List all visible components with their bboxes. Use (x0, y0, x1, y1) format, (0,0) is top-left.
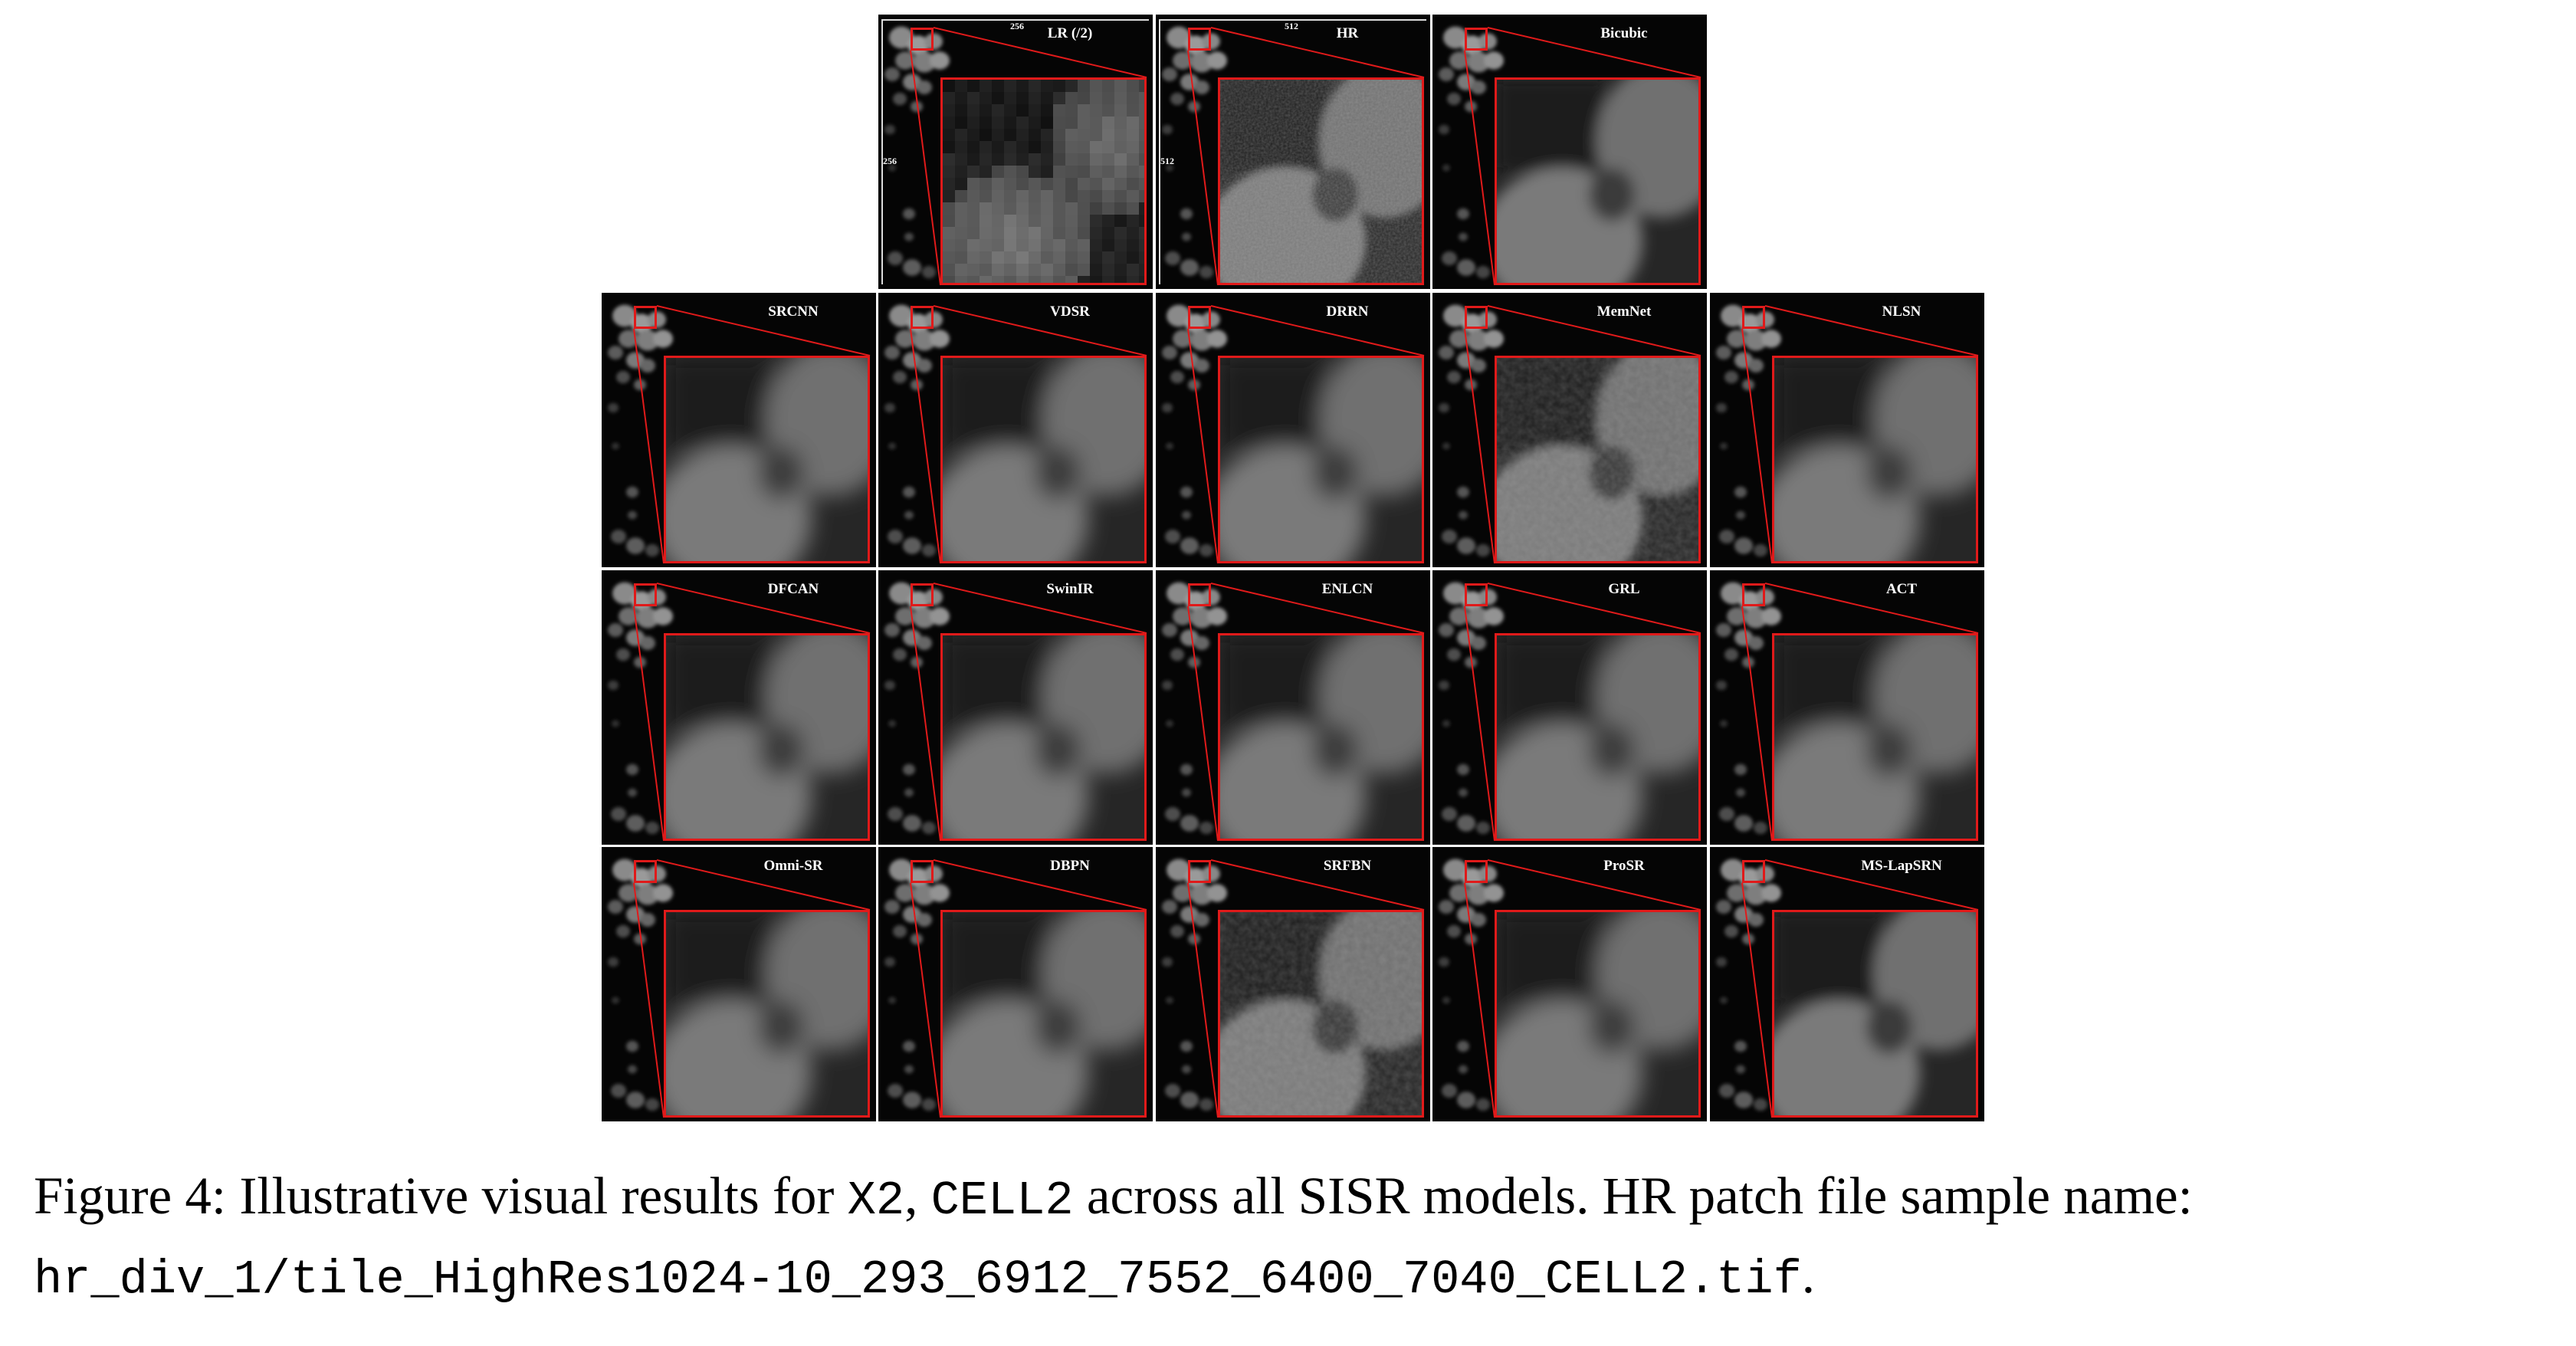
zoom-inset (1495, 910, 1701, 1118)
height-arrow (1159, 19, 1160, 284)
zoom-inset (940, 356, 1147, 563)
model-label: VDSR (1050, 304, 1090, 320)
roi-box (911, 28, 934, 51)
result-tile: DRRN (1156, 293, 1430, 567)
roi-box (911, 860, 934, 883)
model-label: ACT (1885, 581, 1918, 597)
model-label: SwinIR (1046, 581, 1094, 597)
dim-height-label: 256 (883, 156, 897, 166)
width-arrow (1160, 19, 1426, 21)
result-tile: Omni-SR (602, 847, 876, 1121)
figure-caption: Figure 4: Illustrative visual results fo… (34, 1159, 2563, 1317)
roi-box (1742, 860, 1765, 883)
zoom-inset (664, 356, 870, 563)
model-label: DFCAN (767, 581, 819, 597)
roi-box (911, 583, 934, 606)
model-label: NLSN (1882, 304, 1921, 320)
roi-box (1188, 860, 1211, 883)
model-label: LR (/2) (1047, 25, 1093, 41)
caption-prefix: Figure 4: Illustrative visual results fo… (34, 1167, 848, 1225)
result-tile: LR (/2) 256 256 (878, 15, 1153, 289)
roi-box (1742, 583, 1765, 606)
zoom-inset (940, 910, 1147, 1118)
zoom-inset (1218, 633, 1424, 841)
model-label: SRFBN (1323, 858, 1372, 874)
zoom-inset (940, 633, 1147, 841)
model-label: HR (1336, 25, 1359, 41)
caption-end: . (1801, 1246, 1816, 1304)
zoom-inset (1772, 356, 1978, 563)
result-tile: SRCNN (602, 293, 876, 567)
zoom-inset (1495, 633, 1701, 841)
caption-suffix: across all SISR models. HR patch file sa… (1073, 1167, 2193, 1225)
roi-box (1465, 583, 1488, 606)
result-tile: SwinIR (878, 570, 1153, 845)
model-label: Omni-SR (763, 858, 823, 874)
dim-height-label: 512 (1160, 156, 1174, 166)
model-label: GRL (1608, 581, 1640, 597)
zoom-inset (1495, 77, 1701, 285)
roi-box (1188, 28, 1211, 51)
roi-box (1465, 860, 1488, 883)
caption-dataset: CELL2 (930, 1174, 1074, 1228)
model-label: MemNet (1596, 304, 1652, 320)
zoom-inset (1772, 910, 1978, 1118)
result-tile: Bicubic (1432, 15, 1707, 289)
roi-box (634, 306, 657, 329)
zoom-inset (664, 910, 870, 1118)
roi-box (634, 860, 657, 883)
roi-box (1742, 306, 1765, 329)
result-tile: HR 512 512 (1156, 15, 1430, 289)
zoom-inset (1218, 356, 1424, 563)
dim-width-label: 512 (1285, 21, 1298, 31)
zoom-inset (1772, 633, 1978, 841)
result-tile: NLSN (1710, 293, 1984, 567)
result-tile: DFCAN (602, 570, 876, 845)
result-tile: ProSR (1432, 847, 1707, 1121)
zoom-inset (1495, 356, 1701, 563)
zoom-inset (1218, 77, 1424, 285)
model-label: SRCNN (768, 304, 819, 320)
dim-width-label: 256 (1010, 21, 1024, 31)
result-tile: DBPN (878, 847, 1153, 1121)
result-tile: ACT (1710, 570, 1984, 845)
result-tile: MemNet (1432, 293, 1707, 567)
figure-grid: LR (/2) 256 256 HR 512 512 Bicubic SRCNN VDSR DRR… (602, 15, 1984, 1121)
model-label: ENLCN (1321, 581, 1373, 597)
roi-box (1188, 583, 1211, 606)
result-tile: MS-LapSRN (1710, 847, 1984, 1121)
zoom-inset (940, 77, 1147, 285)
caption-filename: hr_div_1/tile_HighRes1024-10_293_6912_75… (34, 1252, 1802, 1307)
model-label: ProSR (1603, 858, 1645, 874)
roi-box (911, 306, 934, 329)
model-label: MS-LapSRN (1861, 858, 1942, 874)
result-tile: VDSR (878, 293, 1153, 567)
caption-scale: X2 (847, 1174, 905, 1228)
model-label: DRRN (1326, 304, 1369, 320)
height-arrow (881, 19, 883, 284)
model-label: DBPN (1050, 858, 1090, 874)
zoom-inset (664, 633, 870, 841)
width-arrow (882, 19, 1149, 21)
roi-box (1465, 28, 1488, 51)
roi-box (1465, 306, 1488, 329)
result-tile: SRFBN (1156, 847, 1430, 1121)
result-tile: ENLCN (1156, 570, 1430, 845)
result-tile: GRL (1432, 570, 1707, 845)
roi-box (1188, 306, 1211, 329)
caption-sep: , (904, 1167, 931, 1225)
model-label: Bicubic (1600, 25, 1648, 41)
roi-box (634, 583, 657, 606)
zoom-inset (1218, 910, 1424, 1118)
